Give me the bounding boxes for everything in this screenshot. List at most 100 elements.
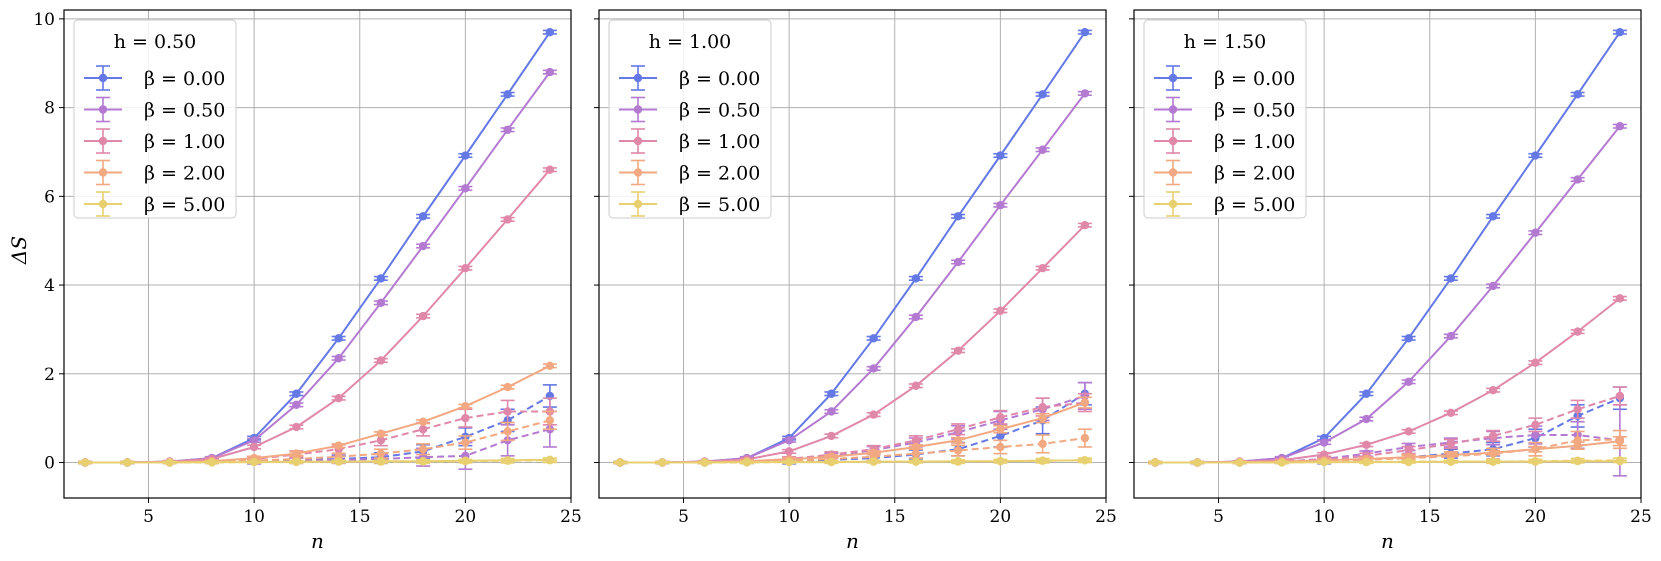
- data-point: [1038, 413, 1047, 423]
- data-point: [996, 442, 1005, 452]
- legend-title: h = 1.50: [1184, 31, 1267, 53]
- data-point: [1080, 456, 1090, 465]
- legend-label: β = 1.00: [144, 131, 225, 153]
- data-point: [461, 401, 470, 411]
- data-point: [827, 457, 836, 467]
- data-point: [418, 241, 428, 251]
- data-point: [376, 356, 386, 365]
- data-point: [165, 458, 174, 467]
- data-point: [123, 458, 132, 467]
- legend-marker: [633, 199, 643, 209]
- legend-item: β = 0.50: [84, 96, 225, 123]
- x-axis-label: n: [1381, 529, 1394, 553]
- data-point: [911, 449, 921, 458]
- data-point: [545, 455, 555, 465]
- data-point: [911, 436, 921, 445]
- series-solid-4: [1148, 456, 1627, 467]
- data-point: [869, 334, 878, 343]
- data-point: [1615, 437, 1625, 446]
- data-point: [953, 436, 963, 445]
- data-point: [784, 457, 794, 467]
- data-point: [461, 413, 470, 423]
- data-point: [376, 449, 386, 458]
- data-point: [376, 274, 386, 283]
- data-point: [869, 457, 878, 466]
- data-point: [461, 263, 470, 273]
- legend-marker: [1168, 136, 1178, 146]
- series-solid-4: [78, 455, 557, 467]
- data-point: [418, 456, 428, 466]
- legend-box: [608, 19, 772, 219]
- y-tick-label: 8: [44, 99, 55, 119]
- x-tick-label: 25: [560, 507, 582, 527]
- data-point: [1404, 427, 1413, 436]
- data-point: [953, 446, 963, 455]
- data-point: [418, 445, 428, 454]
- legend-label: β = 5.00: [1214, 194, 1295, 216]
- legend-marker: [633, 73, 643, 83]
- data-point: [80, 458, 90, 467]
- data-point: [1319, 450, 1329, 459]
- data-point: [1531, 358, 1540, 367]
- x-tick-label: 20: [1525, 507, 1547, 527]
- data-point: [1615, 294, 1625, 303]
- legend-item: β = 2.00: [84, 159, 225, 186]
- data-point: [376, 436, 386, 445]
- data-point: [1615, 391, 1625, 401]
- legend-item: β = 0.00: [84, 65, 225, 91]
- legend-label: β = 5.00: [679, 194, 760, 216]
- data-point: [249, 442, 259, 452]
- data-point: [1488, 212, 1498, 221]
- y-tick-label: 4: [44, 276, 55, 296]
- data-point: [911, 381, 921, 390]
- data-point: [1615, 456, 1625, 466]
- x-tick-label: 10: [778, 507, 800, 527]
- x-tick-label: 20: [455, 507, 477, 527]
- data-point: [1319, 457, 1329, 467]
- data-point: [1235, 458, 1244, 467]
- legend-item: β = 0.00: [619, 65, 760, 91]
- data-point: [1615, 122, 1625, 131]
- data-point: [1531, 420, 1540, 429]
- data-point: [911, 442, 921, 452]
- data-point: [1531, 151, 1540, 160]
- data-point: [1531, 228, 1540, 237]
- plot-area: [1148, 27, 1627, 477]
- chart-panel-1: 5 10 15 20 25 0 2 4 6 8 10 n h = 0.50 β = 0.00 β = 0.5…: [33, 9, 582, 553]
- data-point: [953, 425, 963, 434]
- data-point: [207, 457, 217, 467]
- x-tick-label: 20: [990, 507, 1012, 527]
- data-point: [1446, 331, 1456, 341]
- legend-item: β = 0.00: [1154, 65, 1295, 91]
- legend-label: β = 0.00: [144, 68, 225, 90]
- data-point: [545, 165, 555, 174]
- data-point: [953, 456, 963, 466]
- data-point: [996, 201, 1005, 210]
- legend-marker: [1168, 105, 1178, 114]
- legend-label: β = 2.00: [144, 163, 225, 185]
- data-point: [869, 410, 878, 419]
- data-point: [249, 457, 259, 467]
- data-point: [1573, 175, 1582, 184]
- chart-panel-2: 5 10 15 20 25 n h = 1.00 β = 0.00 β = 0.50 β = 1.…: [594, 9, 1117, 553]
- legend-label: β = 0.50: [1214, 100, 1295, 122]
- data-point: [996, 151, 1005, 160]
- x-tick-label: 10: [243, 507, 265, 527]
- data-point: [1615, 27, 1625, 37]
- data-point: [503, 456, 512, 465]
- data-point: [1362, 414, 1371, 424]
- legend-marker: [633, 136, 643, 146]
- data-point: [869, 364, 878, 373]
- y-tick-label: 2: [44, 365, 55, 385]
- data-point: [545, 27, 555, 37]
- x-tick-label: 15: [884, 507, 906, 527]
- data-point: [503, 125, 512, 134]
- data-point: [996, 413, 1005, 422]
- data-point: [461, 151, 470, 160]
- data-point: [1080, 433, 1090, 443]
- data-point: [418, 425, 428, 434]
- data-point: [1404, 445, 1413, 455]
- legend-item: β = 5.00: [1154, 191, 1295, 217]
- data-point: [334, 354, 343, 363]
